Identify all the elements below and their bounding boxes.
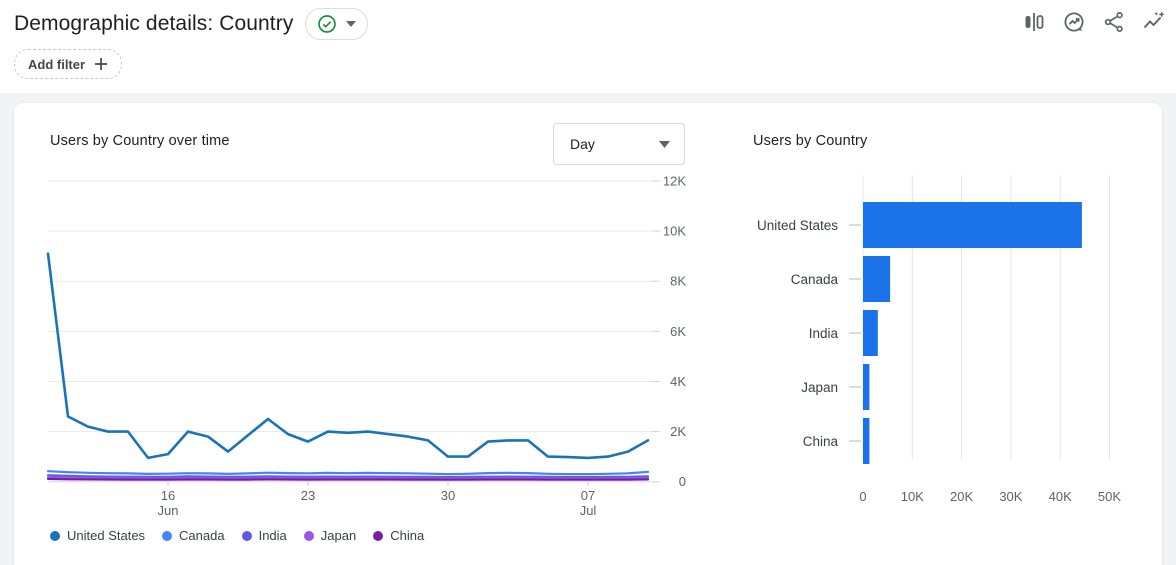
legend-label: India xyxy=(258,528,287,543)
legend-label: Canada xyxy=(179,528,225,543)
check-circle-icon xyxy=(317,14,337,34)
chevron-down-icon xyxy=(346,21,357,27)
add-filter-button[interactable]: Add filter xyxy=(14,49,123,79)
legend-item-canada: Canada xyxy=(162,528,225,543)
y-tick-label: 4K xyxy=(670,374,686,389)
line-series-canada xyxy=(46,470,650,476)
users-by-country-bar-chart: 0 10K 20K 30K 40K 50K United States Canada India… xyxy=(757,175,1121,504)
legend-item-china: China xyxy=(373,528,424,543)
legend-dot xyxy=(162,530,173,541)
x-tick-label: 10K xyxy=(901,489,924,504)
legend-label: United States xyxy=(67,528,146,543)
bar-chart-title: Users by Country xyxy=(753,133,868,149)
trend-sparkle-icon xyxy=(1143,11,1165,29)
users-by-country-card: Users by Country over time Day 12K 10K 8K 6… xyxy=(14,103,1162,565)
x-tick-label: 40K xyxy=(1049,489,1072,504)
bar-canada xyxy=(863,256,891,302)
y-tick-label: 10K xyxy=(663,224,686,239)
insights-icon xyxy=(1064,12,1084,32)
share-button[interactable] xyxy=(1102,10,1126,34)
y-tick-label: 6K xyxy=(670,324,686,339)
x-tick-label: 30K xyxy=(999,489,1022,504)
bar-india xyxy=(863,310,878,356)
bar-japan xyxy=(863,364,870,410)
bar-category-label: Japan xyxy=(801,380,838,395)
line-series-china xyxy=(46,477,650,481)
page-title: Demographic details: Country xyxy=(14,12,294,35)
y-tick-label: 8K xyxy=(670,274,686,289)
bar-category-label: China xyxy=(803,434,839,449)
legend-item-india: India xyxy=(241,528,287,543)
bar-china xyxy=(863,418,870,464)
plus-icon xyxy=(94,57,108,71)
legend-label: China xyxy=(390,528,425,543)
report-header: Demographic details: Country xyxy=(14,8,369,40)
x-tick-label: 23 xyxy=(301,488,315,503)
interval-select-value: Day xyxy=(570,136,595,152)
x-tick-sublabel: Jul xyxy=(580,503,597,518)
y-tick-label: 12K xyxy=(663,174,686,189)
y-tick-label: 2K xyxy=(670,424,686,439)
chart-legend: United States Canada India Japan China xyxy=(50,528,424,543)
bar-united-states xyxy=(863,202,1082,248)
chevron-down-icon xyxy=(659,140,670,148)
legend-dot xyxy=(303,530,314,541)
line-series-united-states xyxy=(46,252,650,460)
legend-label: Japan xyxy=(320,528,357,543)
edit-comparisons-button[interactable] xyxy=(1022,10,1046,34)
line-chart-title: Users by Country over time xyxy=(50,133,230,149)
header-toolbar xyxy=(1022,10,1166,34)
bar-category-label: Canada xyxy=(791,272,839,287)
x-tick-label: 16 xyxy=(161,488,175,503)
x-tick-label: 0 xyxy=(859,489,866,504)
add-filter-label: Add filter xyxy=(28,56,86,72)
x-tick-label: 50K xyxy=(1098,489,1121,504)
share-icon xyxy=(1104,12,1123,32)
x-tick-sublabel: Jun xyxy=(158,503,179,518)
legend-item-japan: Japan xyxy=(303,528,357,543)
comparison-icon xyxy=(1025,13,1044,31)
insights-trend-button[interactable] xyxy=(1142,10,1166,34)
legend-dot xyxy=(241,530,252,541)
bar-category-label: India xyxy=(809,326,839,341)
y-tick-label: 0 xyxy=(679,474,686,489)
x-tick-label: 30 xyxy=(441,488,455,503)
line-series-india xyxy=(46,474,650,479)
x-tick-label: 07 xyxy=(581,488,595,503)
bar-category-label: United States xyxy=(757,218,838,233)
data-quality-pill[interactable] xyxy=(305,8,369,40)
legend-dot xyxy=(50,530,60,541)
legend-dot xyxy=(373,530,384,541)
x-tick-label: 20K xyxy=(950,489,973,504)
insights-button[interactable] xyxy=(1062,10,1086,34)
legend-item-united-states: United States xyxy=(50,528,145,543)
interval-select[interactable]: Day xyxy=(553,123,685,165)
